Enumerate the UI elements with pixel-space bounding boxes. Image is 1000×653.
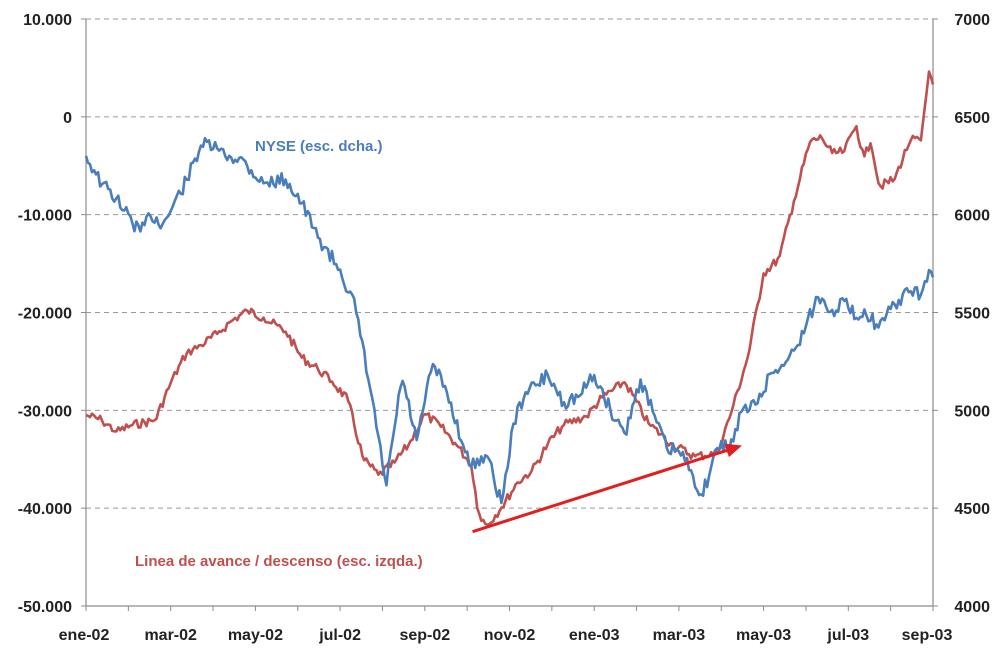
ad-line-series	[85, 70, 935, 526]
right-tick-label: 4500	[954, 501, 990, 518]
x-tick-label: mar-03	[653, 627, 706, 644]
x-tick-label: sep-03	[902, 627, 953, 644]
ad-line-series-label: Linea de avance / descenso (esc. izqda.)	[135, 553, 423, 570]
x-tick-label: ene-02	[59, 627, 110, 644]
x-tick-label: ene-03	[569, 627, 620, 644]
x-tick-label: nov-02	[484, 627, 536, 644]
right-tick-label: 5500	[954, 306, 990, 323]
left-tick-label: -30.000	[18, 403, 72, 420]
left-tick-label: 10.000	[23, 12, 72, 29]
series-group	[84, 70, 935, 526]
right-axis-ticks: 7000 6500 6000 5500 5000 4500 4000	[933, 12, 990, 616]
x-tick-label: may-02	[228, 627, 283, 644]
nyse-series-label: NYSE (esc. dcha.)	[255, 138, 383, 155]
right-tick-label: 6000	[954, 208, 990, 225]
left-tick-label: -50.000	[18, 599, 72, 616]
annotations: NYSE (esc. dcha.) Linea de avance / desc…	[135, 138, 743, 570]
trend-arrow-head	[724, 443, 743, 458]
left-tick-label: -10.000	[18, 208, 72, 225]
x-tick-label: may-03	[736, 627, 791, 644]
right-tick-label: 6500	[954, 110, 990, 127]
x-tick-label: jul-02	[318, 627, 361, 644]
trend-arrow-line	[472, 448, 728, 534]
grid-lines	[86, 18, 933, 509]
right-tick-label: 7000	[954, 12, 990, 29]
right-tick-label: 4000	[954, 599, 990, 616]
nyse-series	[84, 136, 935, 505]
left-tick-label: -40.000	[18, 501, 72, 518]
x-tick-label: mar-02	[144, 627, 197, 644]
x-tick-label: jul-03	[826, 627, 869, 644]
x-axis-ticks: ene-02 mar-02 may-02 jul-02 sep-02 nov-02 ene-…	[59, 606, 953, 644]
left-tick-label: -20.000	[18, 306, 72, 323]
x-tick-label: sep-02	[399, 627, 450, 644]
right-tick-label: 5000	[954, 403, 990, 420]
left-axis-ticks: 10.000 0 -10.000 -20.000 -30.000 -40.000 -50.0…	[18, 12, 86, 616]
left-tick-label: 0	[63, 110, 72, 127]
